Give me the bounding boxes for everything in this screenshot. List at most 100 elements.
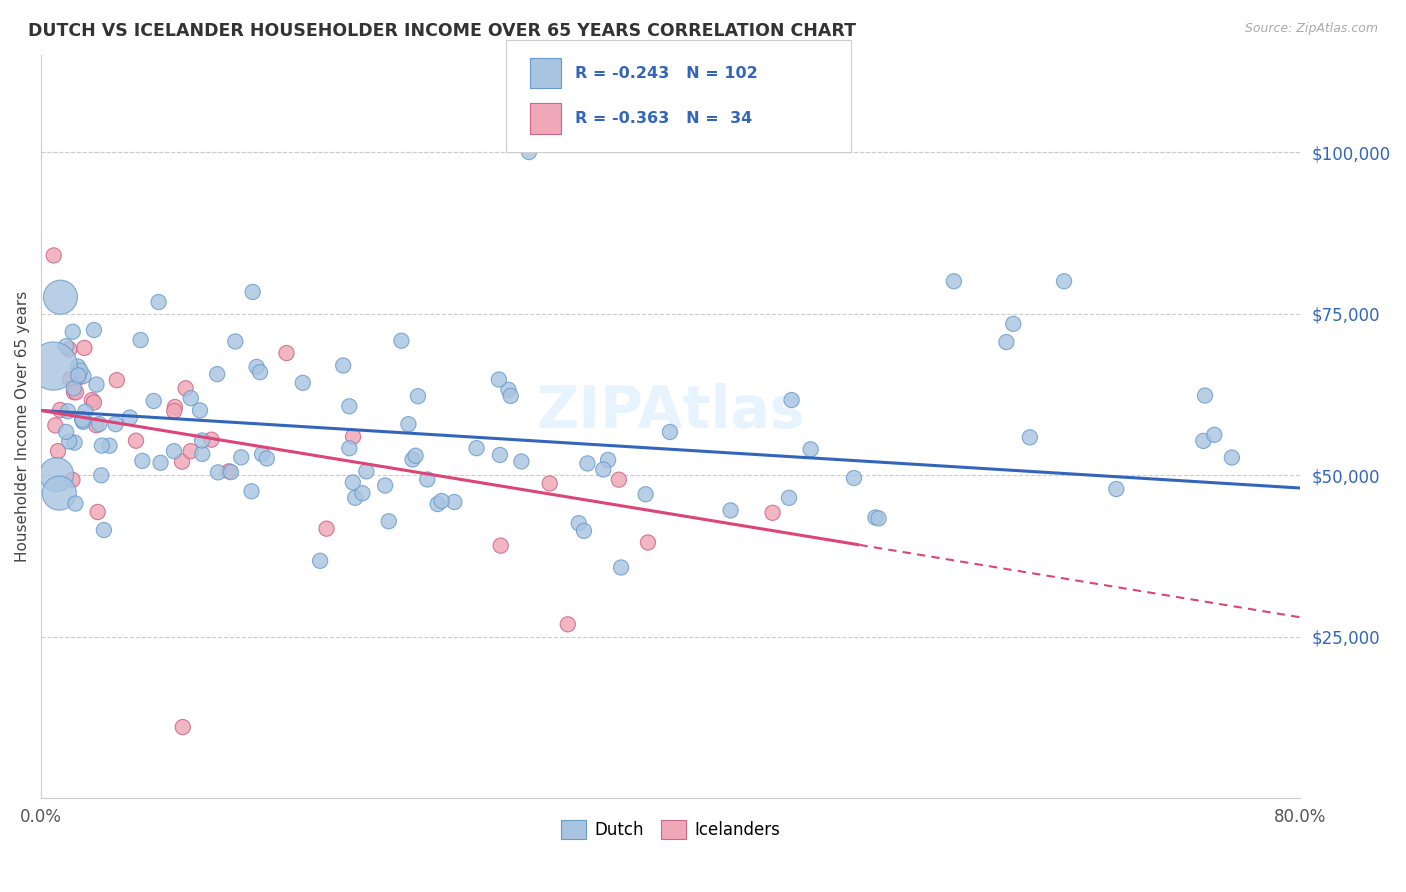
Legend: Dutch, Icelanders: Dutch, Icelanders: [554, 813, 786, 846]
Point: [205, 367, 228, 381]
Point: [1204, 427, 1226, 442]
Point: [780, 392, 803, 407]
Point: [389, 334, 412, 348]
Point: [58, 434, 80, 449]
Point: [342, 429, 364, 443]
Point: [942, 274, 965, 288]
Point: [98, 439, 121, 453]
Point: [142, 394, 165, 409]
Point: [406, 389, 429, 403]
Point: [42, 359, 65, 373]
Point: [148, 295, 170, 310]
Point: [224, 334, 246, 349]
Point: [149, 456, 172, 470]
Point: [240, 484, 263, 499]
Point: [800, 442, 823, 457]
Point: [592, 462, 614, 476]
Point: [1018, 430, 1040, 444]
Point: [83, 323, 105, 337]
Point: [416, 472, 439, 486]
Point: [337, 442, 360, 456]
Point: [65, 385, 87, 400]
Point: [55, 425, 77, 439]
Point: [55, 339, 77, 353]
Point: [610, 560, 633, 574]
Point: [73, 341, 96, 355]
Point: [242, 285, 264, 299]
Point: [489, 448, 512, 462]
Point: [84, 418, 107, 433]
Point: [49, 290, 72, 304]
Point: [499, 389, 522, 403]
Point: [191, 434, 214, 448]
Text: R = -0.243   N = 102: R = -0.243 N = 102: [575, 66, 758, 81]
Point: [188, 403, 211, 417]
Point: [59, 372, 82, 386]
Point: [995, 334, 1018, 349]
Point: [200, 433, 222, 447]
Point: [405, 449, 427, 463]
Point: [125, 434, 148, 448]
Point: [56, 404, 79, 418]
Point: [865, 510, 887, 524]
Point: [231, 450, 253, 465]
Point: [344, 491, 367, 505]
Point: [219, 465, 242, 479]
Point: [86, 505, 108, 519]
Point: [576, 457, 599, 471]
Point: [131, 454, 153, 468]
Point: [1105, 482, 1128, 496]
Point: [720, 503, 742, 517]
Point: [49, 403, 72, 417]
Point: [1192, 434, 1215, 448]
Point: [488, 372, 510, 386]
Point: [129, 333, 152, 347]
Point: [868, 511, 890, 525]
Point: [607, 473, 630, 487]
Point: [256, 451, 278, 466]
Point: [191, 447, 214, 461]
Point: [90, 468, 112, 483]
Point: [332, 359, 354, 373]
Point: [1053, 274, 1076, 288]
Point: [634, 487, 657, 501]
Point: [62, 473, 84, 487]
Point: [180, 391, 202, 405]
Point: [170, 455, 193, 469]
Point: [1194, 388, 1216, 402]
Point: [443, 495, 465, 509]
Point: [104, 417, 127, 432]
Point: [568, 516, 591, 531]
Point: [86, 377, 108, 392]
Point: [557, 617, 579, 632]
Point: [48, 486, 70, 500]
Point: [396, 417, 419, 432]
Point: [75, 404, 97, 418]
Point: [62, 381, 84, 395]
Point: [356, 464, 378, 478]
Point: [163, 404, 186, 418]
Point: [374, 478, 396, 492]
Point: [465, 441, 488, 455]
Point: [58, 343, 80, 357]
Point: [42, 248, 65, 262]
Point: [430, 494, 453, 508]
Point: [291, 376, 314, 390]
Point: [72, 369, 94, 384]
Point: [778, 491, 800, 505]
Text: DUTCH VS ICELANDER HOUSEHOLDER INCOME OVER 65 YEARS CORRELATION CHART: DUTCH VS ICELANDER HOUSEHOLDER INCOME OV…: [28, 22, 856, 40]
Point: [45, 467, 67, 482]
Point: [246, 359, 269, 374]
Point: [315, 522, 337, 536]
Point: [596, 453, 619, 467]
Point: [67, 370, 90, 384]
Point: [276, 346, 298, 360]
Point: [489, 539, 512, 553]
Point: [498, 383, 520, 397]
Point: [70, 412, 93, 426]
Point: [163, 444, 186, 458]
Point: [658, 425, 681, 439]
Point: [1220, 450, 1243, 465]
Point: [72, 415, 94, 429]
Point: [180, 444, 202, 458]
